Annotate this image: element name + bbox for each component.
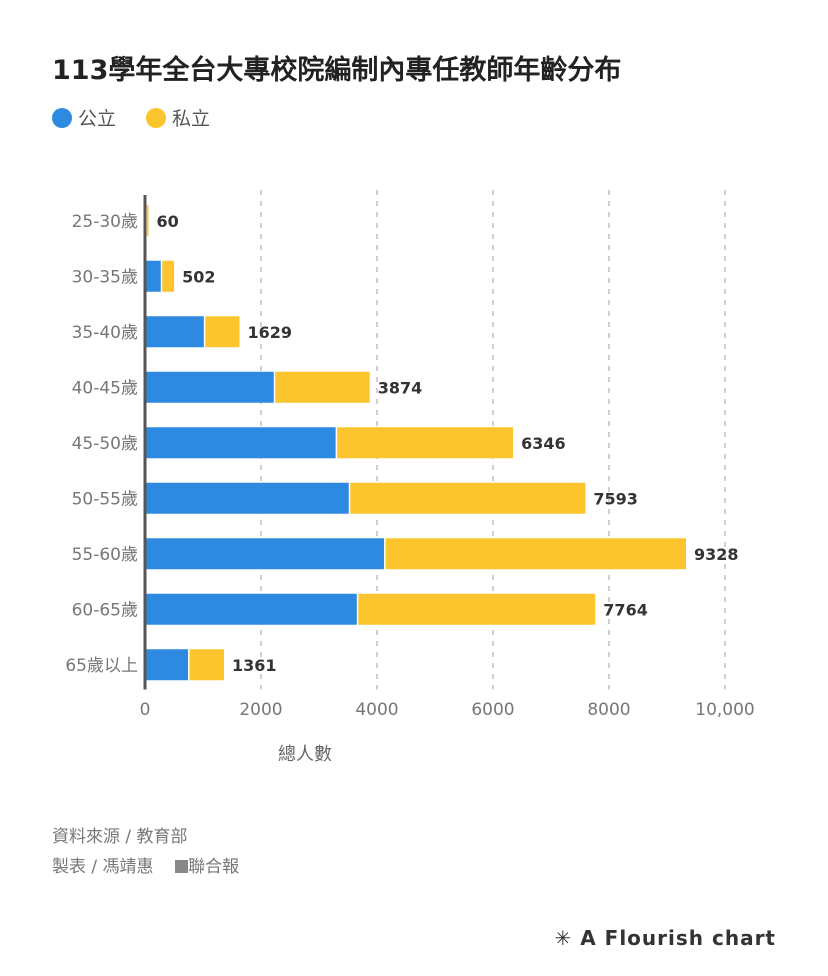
legend-item-private[interactable]: 私立: [146, 104, 210, 131]
bar-private: [350, 482, 586, 514]
bar-public: [145, 427, 336, 459]
total-data-label: 7593: [593, 489, 638, 508]
x-axis-title: 總人數: [278, 744, 332, 765]
bar-private: [385, 538, 687, 570]
bar-private: [205, 316, 240, 348]
flourish-credit-link[interactable]: ✳ A Flourish chart: [554, 926, 776, 950]
total-data-label: 1361: [232, 656, 277, 675]
y-tick-label: 50-55歲: [72, 489, 138, 509]
bar-public: [145, 260, 161, 292]
bar-public: [145, 371, 274, 403]
legend-item-public[interactable]: 公立: [52, 104, 116, 131]
total-data-label: 502: [182, 267, 215, 286]
publisher-logo-icon: [175, 860, 189, 873]
bar-public: [145, 593, 357, 625]
bar-public: [145, 482, 349, 514]
bar-private: [189, 649, 224, 681]
legend-swatch-public: [52, 107, 72, 128]
x-tick-label: 4000: [355, 700, 398, 720]
y-tick-label: 35-40歲: [72, 323, 138, 343]
bar-public: [145, 316, 204, 348]
x-tick-label: 2000: [239, 700, 282, 720]
maker-text: 製表 / 馮靖惠: [52, 857, 154, 877]
total-data-label: 3874: [378, 378, 423, 397]
y-tick-label: 40-45歲: [72, 378, 138, 398]
source-note: 資料來源 / 教育部: [52, 827, 188, 847]
bar-private: [146, 205, 149, 237]
total-data-label: 1629: [247, 323, 292, 342]
total-data-label: 7764: [603, 600, 648, 619]
bar-chart-plot: 0 2000 4000 6000 8000 10,000 總人數 25-30歲 60 30-35歲…: [65, 190, 755, 765]
total-data-label: 60: [156, 212, 178, 231]
y-tick-label: 60-65歲: [72, 600, 138, 620]
x-tick-label: 8000: [587, 700, 630, 720]
chart-title: 113學年全台大專校院編制內專任教師年齡分布: [52, 55, 622, 86]
legend: 公立 私立: [52, 104, 210, 131]
flourish-logo-icon: ✳: [554, 926, 573, 950]
bar-private: [275, 371, 370, 403]
bar-public: [145, 649, 189, 681]
bar-private: [162, 260, 175, 292]
total-data-label: 9328: [694, 545, 739, 564]
legend-label-public: 公立: [78, 108, 117, 130]
flourish-credit-text: A Flourish chart: [580, 926, 776, 950]
legend-swatch-private: [146, 107, 167, 128]
y-tick-label: 65歲以上: [65, 656, 138, 676]
bar-private: [337, 427, 514, 459]
x-tick-label: 6000: [471, 700, 514, 720]
y-tick-label: 25-30歲: [72, 212, 138, 232]
x-tick-label: 10,000: [695, 700, 754, 720]
x-tick-label: 0: [140, 700, 151, 720]
publisher-text: 聯合報: [188, 857, 240, 877]
bar-public: [145, 538, 385, 570]
legend-label-private: 私立: [172, 108, 211, 130]
y-tick-label: 55-60歲: [72, 545, 138, 565]
total-data-label: 6346: [521, 434, 566, 453]
maker-note: 製表 / 馮靖惠 聯合報: [52, 852, 239, 877]
bar-private: [358, 593, 596, 625]
y-tick-label: 30-35歲: [72, 267, 138, 287]
y-tick-label: 45-50歲: [72, 434, 138, 454]
